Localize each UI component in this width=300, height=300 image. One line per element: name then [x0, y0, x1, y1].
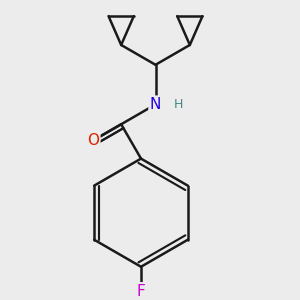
- Text: N: N: [150, 97, 161, 112]
- Text: O: O: [87, 133, 99, 148]
- Text: N: N: [150, 97, 161, 112]
- Text: H: H: [174, 98, 184, 111]
- Text: F: F: [136, 284, 146, 298]
- Text: H: H: [174, 98, 184, 111]
- Text: F: F: [136, 284, 146, 298]
- Text: O: O: [87, 133, 99, 148]
